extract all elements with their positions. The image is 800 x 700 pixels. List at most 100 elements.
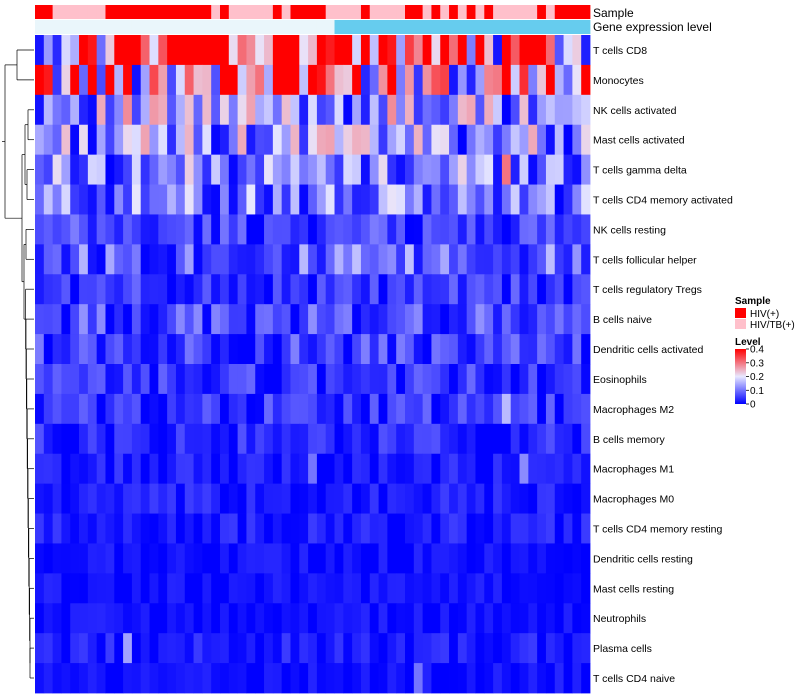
heatmap-cell bbox=[440, 64, 450, 96]
gene-expression-annotation-cell bbox=[184, 20, 194, 34]
heatmap-cell bbox=[237, 334, 247, 365]
heatmap-cell bbox=[96, 64, 106, 96]
heatmap-cell bbox=[581, 124, 591, 156]
heatmap-cell bbox=[87, 663, 98, 694]
heatmap-cell bbox=[281, 423, 291, 455]
heatmap-cell bbox=[131, 184, 142, 215]
heatmap-cell bbox=[369, 573, 379, 604]
heatmap-cell bbox=[563, 573, 573, 604]
gene-expression-annotation-cell bbox=[299, 20, 309, 34]
heatmap-cell bbox=[519, 214, 529, 245]
heatmap-cell bbox=[484, 35, 494, 66]
heatmap-cell bbox=[510, 513, 520, 544]
heatmap-cell bbox=[325, 35, 335, 66]
heatmap-cell bbox=[220, 244, 230, 275]
heatmap-cell bbox=[87, 214, 98, 245]
heatmap-cell bbox=[378, 513, 388, 544]
sample-annotation-cell bbox=[572, 5, 582, 19]
heatmap-cell bbox=[413, 64, 424, 96]
heatmap-cell bbox=[422, 214, 432, 245]
heatmap-cell bbox=[255, 94, 265, 126]
heatmap-cell bbox=[519, 304, 529, 335]
heatmap-cell bbox=[123, 154, 133, 185]
heatmap-cell bbox=[35, 633, 45, 664]
heatmap-cell bbox=[449, 304, 459, 335]
heatmap-cell bbox=[158, 423, 168, 455]
heatmap-cell bbox=[325, 244, 335, 275]
heatmap-cell bbox=[61, 184, 71, 215]
heatmap-cell bbox=[334, 94, 344, 126]
heatmap-cell bbox=[255, 483, 265, 514]
heatmap-cell bbox=[563, 214, 573, 245]
heatmap-cell bbox=[572, 184, 582, 215]
heatmap-cell bbox=[211, 154, 221, 185]
heatmap-cell bbox=[246, 633, 256, 664]
heatmap-cell bbox=[308, 513, 318, 544]
heatmap-cell bbox=[563, 304, 573, 335]
heatmap-cell bbox=[572, 513, 582, 544]
heatmap-cell bbox=[510, 124, 520, 156]
heatmap-cell bbox=[413, 513, 424, 544]
heatmap-cell bbox=[378, 274, 388, 305]
heatmap-cell bbox=[43, 663, 54, 694]
heatmap-cell bbox=[167, 513, 177, 544]
heatmap-cell bbox=[422, 483, 432, 514]
heatmap-cell bbox=[175, 573, 186, 604]
heatmap-cell bbox=[325, 334, 335, 365]
sample-annotation-cell bbox=[193, 5, 203, 19]
heatmap-cell bbox=[519, 154, 529, 185]
heatmap-cell bbox=[378, 94, 388, 126]
heatmap-cell bbox=[149, 393, 159, 425]
heatmap-cell bbox=[475, 94, 485, 126]
heatmap-cell bbox=[422, 184, 432, 215]
heatmap-cell bbox=[237, 184, 247, 215]
heatmap-cell bbox=[193, 663, 203, 694]
heatmap-cell bbox=[457, 573, 468, 604]
heatmap-cell bbox=[167, 184, 177, 215]
heatmap-cell bbox=[70, 543, 80, 574]
heatmap-cell bbox=[255, 274, 265, 305]
heatmap-cell bbox=[387, 274, 397, 305]
heatmap-cell bbox=[211, 364, 221, 395]
heatmap-cell bbox=[528, 214, 538, 245]
sample-annotation-cell bbox=[299, 5, 309, 19]
heatmap-cell bbox=[114, 184, 124, 215]
heatmap-cell bbox=[79, 663, 89, 694]
gene-expression-annotation-cell bbox=[378, 20, 388, 34]
heatmap-cell bbox=[131, 94, 142, 126]
heatmap-cell bbox=[431, 453, 441, 485]
heatmap-cell bbox=[43, 94, 54, 126]
heatmap-cell bbox=[334, 393, 344, 425]
heatmap-cell bbox=[484, 393, 494, 425]
heatmap-cell bbox=[493, 274, 503, 305]
heatmap-cell bbox=[352, 543, 362, 574]
heatmap-cell bbox=[325, 423, 335, 455]
row-label: Mast cells activated bbox=[593, 135, 685, 147]
heatmap-cell bbox=[352, 94, 362, 126]
heatmap-cell bbox=[96, 334, 106, 365]
heatmap-cell bbox=[202, 94, 212, 126]
heatmap-cell bbox=[316, 603, 327, 634]
heatmap-cell bbox=[308, 154, 318, 185]
heatmap-cell bbox=[264, 124, 274, 156]
heatmap-cell bbox=[387, 483, 397, 514]
heatmap-cell bbox=[237, 543, 247, 574]
heatmap-cell bbox=[220, 35, 230, 66]
heatmap-cell bbox=[387, 184, 397, 215]
sample-annotation-cell bbox=[61, 5, 71, 19]
heatmap-cell bbox=[405, 603, 415, 634]
heatmap-cell bbox=[545, 94, 556, 126]
heatmap-cell bbox=[70, 304, 80, 335]
gene-expression-annotation-cell bbox=[43, 20, 54, 34]
heatmap-cell bbox=[554, 214, 564, 245]
heatmap-cell bbox=[501, 364, 512, 395]
heatmap-cell bbox=[290, 334, 300, 365]
heatmap-cell bbox=[272, 513, 283, 544]
heatmap-cell bbox=[308, 124, 318, 156]
heatmap-cell bbox=[35, 543, 45, 574]
heatmap-cell bbox=[149, 214, 159, 245]
heatmap-cell bbox=[440, 214, 450, 245]
heatmap-cell bbox=[167, 423, 177, 455]
heatmap-cell bbox=[237, 244, 247, 275]
sample-annotation-cell bbox=[510, 5, 520, 19]
